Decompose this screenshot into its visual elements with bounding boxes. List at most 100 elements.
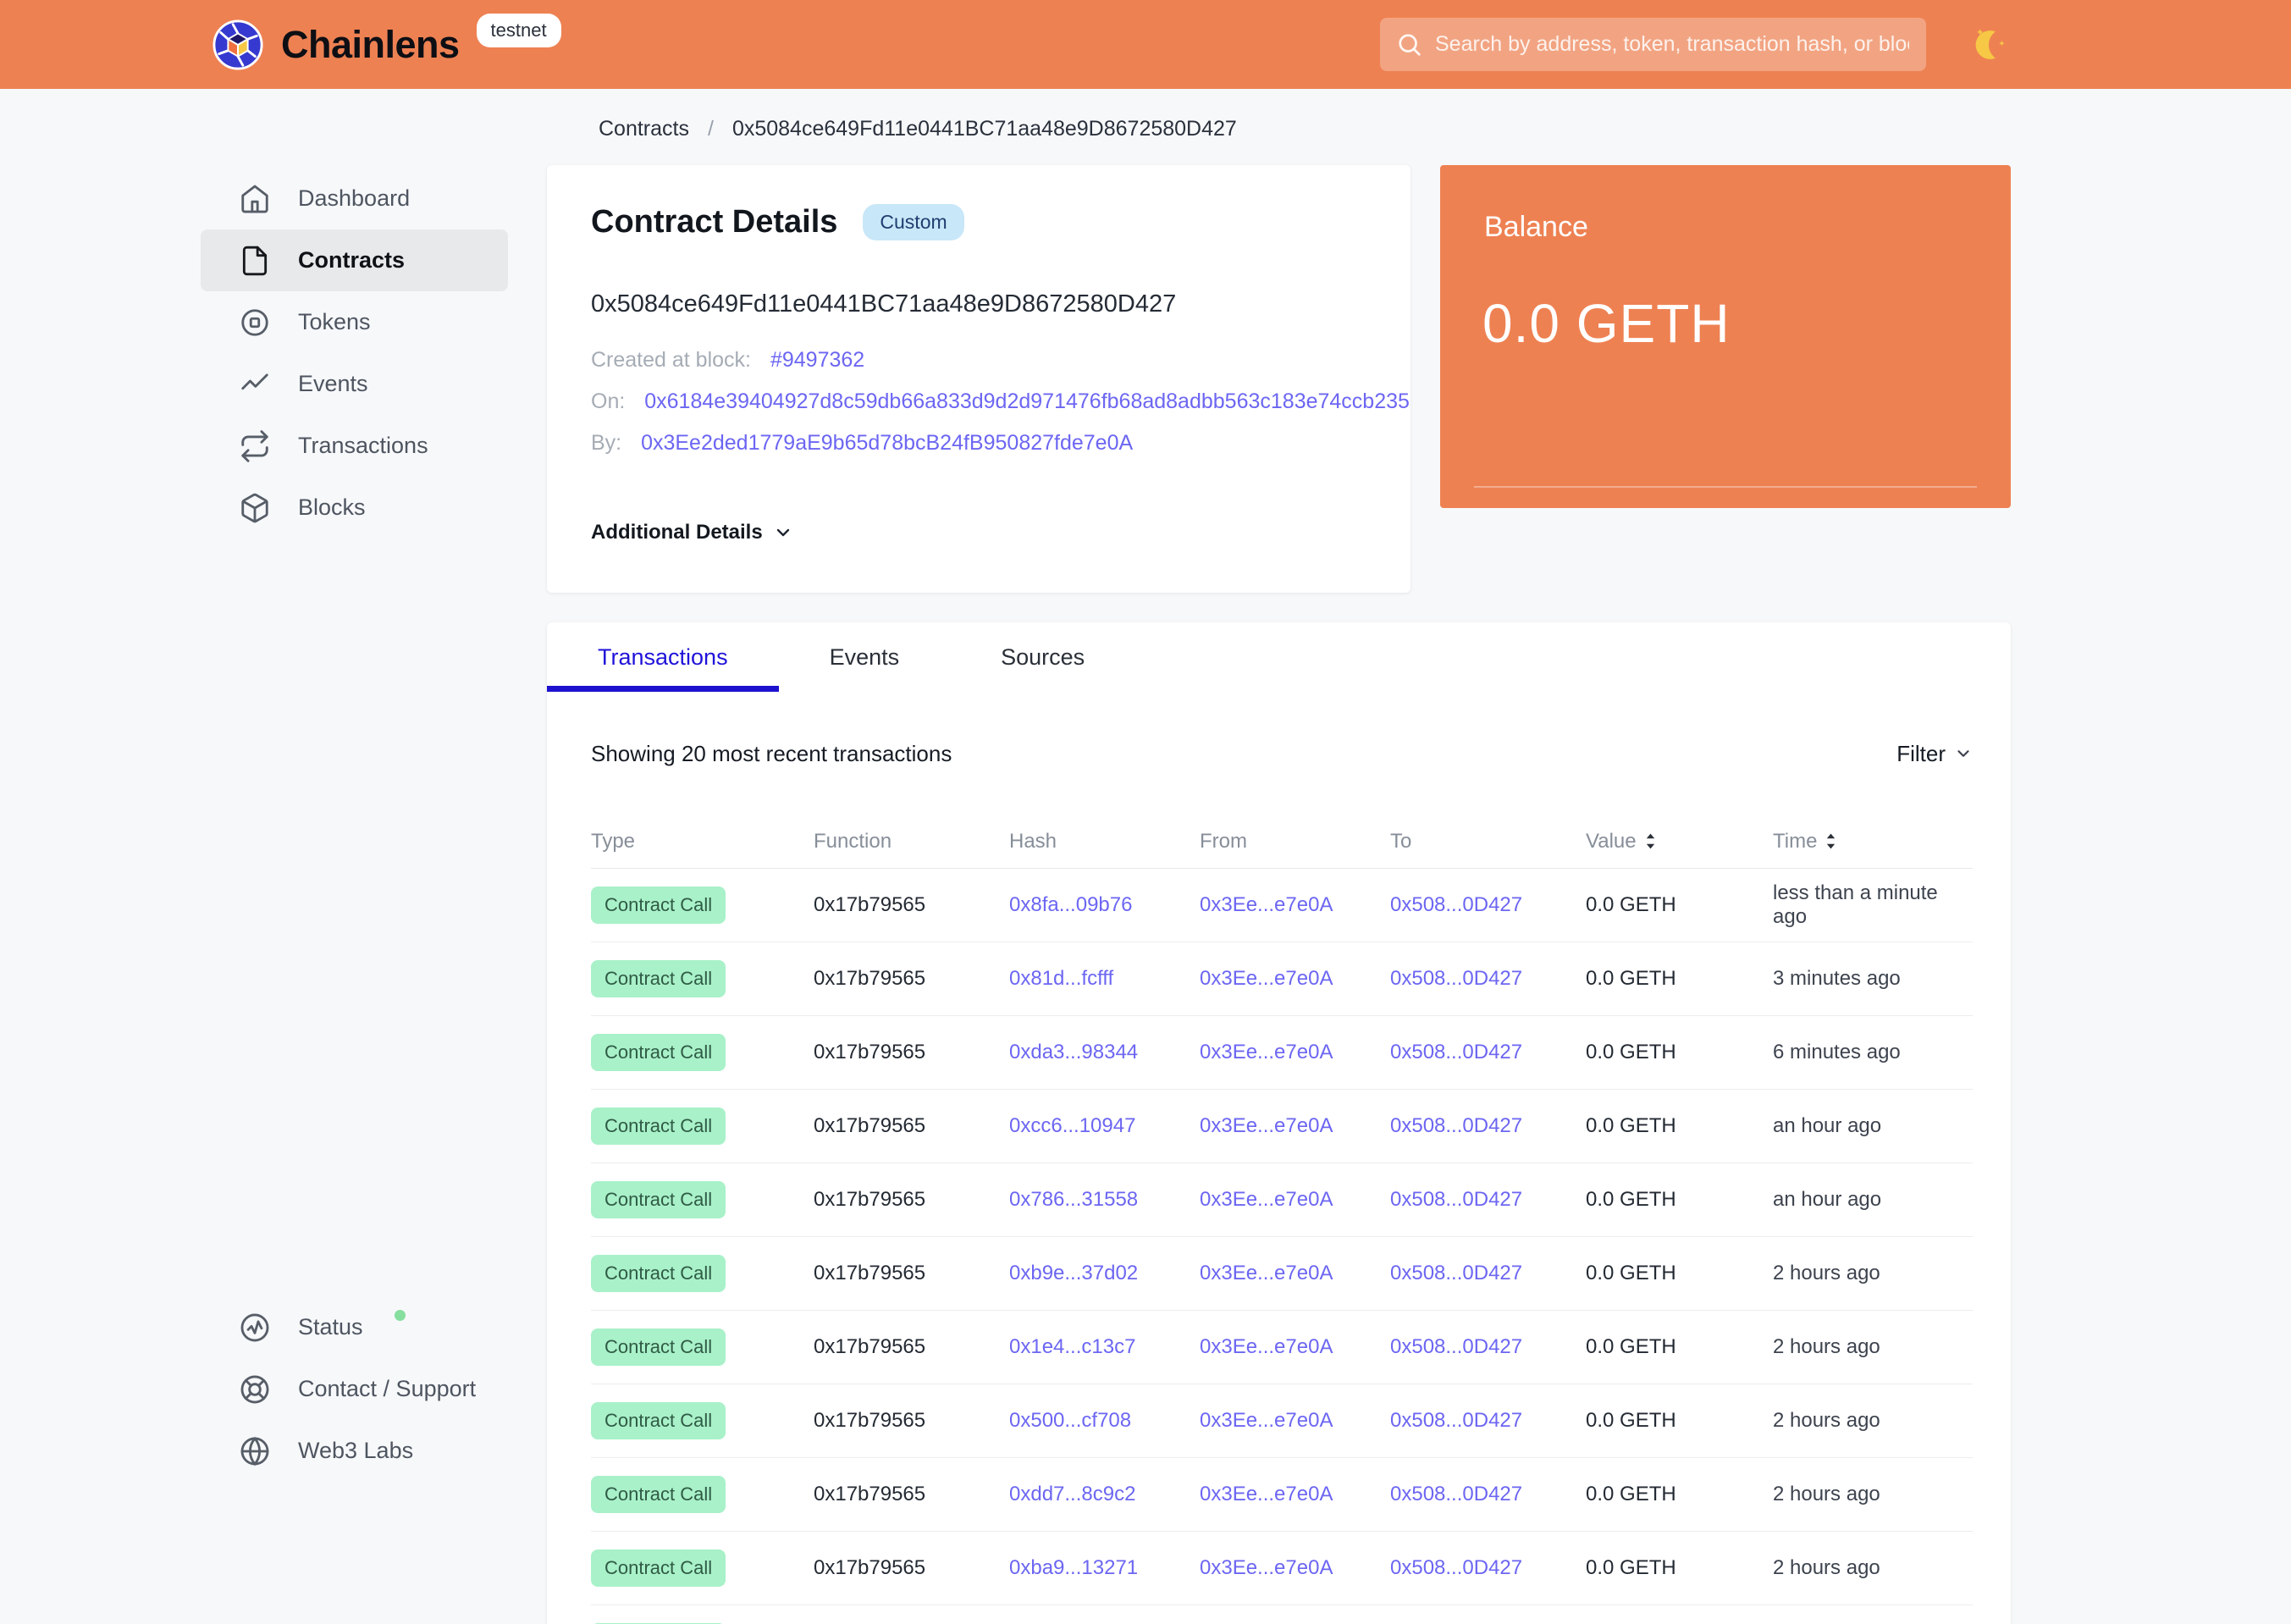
- sidebar-item-label: Dashboard: [298, 185, 411, 211]
- table-row: Contract Call 0x17b79565 0xda3...98344 0…: [591, 1016, 1973, 1090]
- tx-from-link[interactable]: 0x3Ee...e7e0A: [1200, 1556, 1333, 1579]
- tx-hash-link[interactable]: 0xb9e...37d02: [1009, 1262, 1139, 1284]
- sidebar-nav: Dashboard Contracts Tokens Events Transa…: [201, 168, 508, 539]
- tx-from-link[interactable]: 0x3Ee...e7e0A: [1200, 1409, 1333, 1432]
- tx-hash-link[interactable]: 0xdd7...8c9c2: [1009, 1483, 1136, 1505]
- breadcrumb-contracts[interactable]: Contracts: [599, 117, 689, 141]
- sidebar-item-label: Blocks: [298, 494, 366, 520]
- transactions-card: Transactions Events Sources Showing 20 m…: [547, 622, 2011, 1624]
- sort-icon: [1646, 833, 1654, 849]
- creation-tx-hash-link[interactable]: 0x6184e39404927d8c59db66a833d9d2d971476f…: [644, 389, 1410, 413]
- tx-time: an hour ago: [1773, 1114, 1882, 1137]
- tab-events[interactable]: Events: [829, 644, 900, 670]
- token-icon: [241, 308, 268, 336]
- tx-from-link[interactable]: 0x3Ee...e7e0A: [1200, 1114, 1333, 1137]
- on-label: On:: [591, 389, 626, 413]
- tx-time: 2 hours ago: [1773, 1409, 1880, 1432]
- table-header-row: Type Function Hash From To Value Time: [591, 815, 1973, 869]
- sidebar-item-transactions[interactable]: Transactions: [201, 415, 508, 477]
- additional-details-toggle[interactable]: Additional Details: [591, 521, 793, 544]
- table-row: Contract Call 0x17b79565 0xba9...13271 0…: [591, 1532, 1973, 1605]
- tx-to-link[interactable]: 0x508...0D427: [1390, 1262, 1523, 1284]
- page-title: Contract Details: [591, 204, 838, 240]
- tx-time: 3 minutes ago: [1773, 967, 1901, 990]
- tx-time: 2 hours ago: [1773, 1483, 1880, 1505]
- tx-type-badge: Contract Call: [591, 1402, 726, 1439]
- tx-hash-link[interactable]: 0xba9...13271: [1009, 1556, 1139, 1579]
- tx-to-link[interactable]: 0x508...0D427: [1390, 1335, 1523, 1358]
- tx-time: an hour ago: [1773, 1188, 1882, 1211]
- tx-hash-link[interactable]: 0x81d...fcfff: [1009, 967, 1114, 990]
- sidebar-item-dashboard[interactable]: Dashboard: [201, 168, 508, 229]
- tx-value: 0.0 GETH: [1586, 967, 1676, 990]
- filter-button[interactable]: Filter: [1896, 741, 1973, 767]
- status-pulse-icon: [240, 1313, 269, 1341]
- repeat-icon: [241, 429, 268, 462]
- sidebar-item-label: Tokens: [298, 309, 371, 334]
- tx-from-link[interactable]: 0x3Ee...e7e0A: [1200, 1335, 1333, 1358]
- tx-type-badge: Contract Call: [591, 1181, 726, 1218]
- tab-transactions[interactable]: Transactions: [547, 622, 779, 692]
- breadcrumb-separator: /: [707, 117, 714, 141]
- chevron-down-icon: [1957, 750, 1969, 757]
- tx-value: 0.0 GETH: [1586, 1483, 1676, 1505]
- search-input[interactable]: [1435, 32, 1909, 57]
- tx-type-badge: Contract Call: [591, 887, 726, 924]
- sidebar-item-blocks[interactable]: Blocks: [201, 477, 508, 539]
- tx-hash-link[interactable]: 0xcc6...10947: [1009, 1114, 1136, 1137]
- tx-to-link[interactable]: 0x508...0D427: [1390, 1556, 1523, 1579]
- tx-to-link[interactable]: 0x508...0D427: [1390, 1114, 1523, 1137]
- tx-from-link[interactable]: 0x3Ee...e7e0A: [1200, 1188, 1333, 1211]
- sort-by-time[interactable]: Time: [1773, 830, 1973, 853]
- sidebar-item-label: Transactions: [298, 433, 428, 458]
- sidebar-item-web3-labs[interactable]: Web3 Labs: [201, 1420, 508, 1482]
- tx-to-link[interactable]: 0x508...0D427: [1390, 1483, 1523, 1505]
- tx-from-link[interactable]: 0x3Ee...e7e0A: [1200, 1041, 1333, 1063]
- tx-function: 0x17b79565: [814, 1188, 926, 1211]
- tx-to-link[interactable]: 0x508...0D427: [1390, 967, 1523, 990]
- sidebar-item-events[interactable]: Events: [201, 353, 508, 415]
- creator-address-link[interactable]: 0x3Ee2ded1779aE9b65d78bcB24fB950827fde7e…: [641, 431, 1134, 455]
- tx-time: 2 hours ago: [1773, 1335, 1880, 1358]
- balance-value: 0.0 GETH: [1482, 293, 1731, 354]
- table-row: Contract Call 0x17b79565 0xb9e...37d02 0…: [591, 1237, 1973, 1311]
- tx-from-link[interactable]: 0x3Ee...e7e0A: [1200, 1262, 1333, 1284]
- moon-icon[interactable]: [1973, 28, 2007, 62]
- tx-value: 0.0 GETH: [1586, 1188, 1676, 1211]
- tx-from-link[interactable]: 0x3Ee...e7e0A: [1200, 1483, 1333, 1505]
- tx-time: less than a minute ago: [1773, 881, 1938, 928]
- sidebar-item-contact-support[interactable]: Contact / Support: [201, 1358, 508, 1420]
- tx-from-link[interactable]: 0x3Ee...e7e0A: [1200, 893, 1333, 916]
- additional-details-label: Additional Details: [591, 521, 763, 544]
- tx-hash-link[interactable]: 0x786...31558: [1009, 1188, 1139, 1211]
- tx-to-link[interactable]: 0x508...0D427: [1390, 1041, 1523, 1063]
- tx-hash-link[interactable]: 0x500...cf708: [1009, 1409, 1132, 1432]
- tx-type-badge: Contract Call: [591, 1549, 726, 1587]
- tx-to-link[interactable]: 0x508...0D427: [1390, 893, 1523, 916]
- tx-to-link[interactable]: 0x508...0D427: [1390, 1409, 1523, 1432]
- tx-function: 0x17b79565: [814, 1409, 926, 1432]
- created-block-link[interactable]: #9497362: [770, 348, 865, 372]
- tx-value: 0.0 GETH: [1586, 1409, 1676, 1432]
- tx-hash-link[interactable]: 0xda3...98344: [1009, 1041, 1139, 1063]
- table-body: Contract Call 0x17b79565 0x8fa...09b76 0…: [591, 869, 1973, 1624]
- sort-by-value[interactable]: Value: [1586, 830, 1773, 853]
- tx-function: 0x17b79565: [814, 1262, 926, 1284]
- tx-hash-link[interactable]: 0x8fa...09b76: [1009, 893, 1133, 916]
- search-bar[interactable]: [1380, 18, 1926, 71]
- tx-hash-link[interactable]: 0x1e4...c13c7: [1009, 1335, 1136, 1358]
- sidebar-item-tokens[interactable]: Tokens: [201, 291, 508, 353]
- tab-sources[interactable]: Sources: [1001, 644, 1085, 670]
- tx-time: 2 hours ago: [1773, 1262, 1880, 1284]
- tx-to-link[interactable]: 0x508...0D427: [1390, 1188, 1523, 1211]
- by-label: By:: [591, 431, 622, 455]
- sidebar-item-status[interactable]: Status: [201, 1296, 508, 1358]
- table-row: Contract Call 0x17b79565 0x81d...fcfff 0…: [591, 942, 1973, 1016]
- sidebar-footer: Status Contact / Support Web3 Labs: [201, 1296, 508, 1482]
- sidebar-item-contracts[interactable]: Contracts: [201, 229, 508, 291]
- table-row: Contract Call 0x17b79565 0xcc6...10947 0…: [591, 1090, 1973, 1163]
- brand[interactable]: Chainlens testnet: [212, 0, 561, 89]
- home-icon: [241, 185, 268, 213]
- column-header-function: Function: [814, 829, 892, 853]
- tx-from-link[interactable]: 0x3Ee...e7e0A: [1200, 967, 1333, 990]
